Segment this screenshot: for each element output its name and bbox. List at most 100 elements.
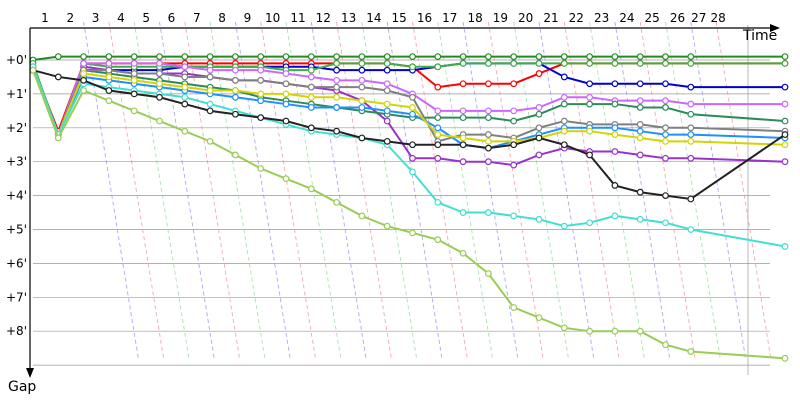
series-point [586, 100, 593, 108]
series-point [687, 348, 695, 355]
series-point [383, 117, 391, 125]
series-point [586, 59, 593, 67]
series-point [781, 117, 789, 125]
x-tick-label: 14 [366, 11, 381, 25]
series-point [358, 59, 366, 67]
series-point [282, 70, 290, 77]
series-point [307, 83, 315, 91]
y-tick-label: +8' [6, 324, 27, 338]
series-point [459, 107, 467, 115]
series-point [282, 80, 290, 88]
series-point [206, 100, 214, 108]
series-point [257, 165, 265, 172]
pit-line [336, 21, 393, 361]
series-point [459, 158, 467, 166]
series-point [282, 100, 290, 108]
series-group [29, 53, 789, 64]
series-line [32, 69, 786, 201]
series-point [231, 93, 239, 101]
y-tick-label: +7' [6, 290, 27, 304]
series-point [383, 59, 391, 67]
series-point [409, 110, 416, 118]
series-point [333, 104, 341, 111]
x-tick-label: 25 [645, 11, 660, 25]
series-point [485, 114, 492, 122]
series-point [231, 66, 239, 74]
pit-line [589, 21, 646, 361]
series-point [781, 131, 789, 138]
pit-line [665, 21, 721, 361]
y-tick-label: +1' [6, 87, 27, 101]
series-point [485, 59, 492, 67]
series-point [662, 154, 669, 162]
series-point [156, 80, 163, 88]
series-point [231, 87, 239, 94]
x-tick-label: 6 [168, 11, 176, 25]
series-point [611, 148, 619, 155]
series-point [156, 117, 163, 125]
series-point [333, 66, 341, 74]
series-point [662, 59, 669, 67]
series-point [181, 93, 189, 101]
series-point [510, 212, 518, 220]
series-point [485, 270, 492, 277]
series-layer [29, 53, 789, 362]
series-point [560, 127, 568, 135]
series-point [636, 59, 644, 67]
series-group [29, 59, 789, 138]
series-point [130, 70, 138, 77]
series-point [535, 59, 543, 67]
series-point [687, 124, 695, 132]
series-point [434, 107, 442, 115]
x-tick-label: 18 [467, 11, 482, 25]
series-point [485, 137, 492, 145]
label-layer: 1 2 3 4 5 6 7 8 9 10 11 12 13 14 15 16 17 18 19 20 21 22 23 24 2… [6, 11, 726, 338]
series-point [383, 222, 391, 230]
series-line [32, 66, 786, 248]
series-point [611, 131, 619, 138]
series-point [611, 100, 619, 108]
x-tick-label: 22 [569, 11, 584, 25]
series-point [434, 83, 442, 91]
series-point [586, 327, 593, 335]
x-tick-label: 3 [92, 11, 100, 25]
series-point [510, 304, 518, 311]
series-point [434, 124, 442, 132]
series-point [105, 97, 113, 105]
x-tick-label: 13 [341, 11, 356, 25]
pit-line [260, 21, 317, 361]
x-tick-label: 27 [691, 11, 706, 25]
series-point [459, 141, 467, 149]
series-point [485, 107, 492, 115]
series-point [560, 93, 568, 101]
x-tick-label: 26 [670, 11, 685, 25]
pit-line [639, 21, 696, 361]
x-axis-arrow [770, 24, 780, 32]
x-tick-label: 8 [218, 11, 226, 25]
series-point [535, 104, 543, 111]
series-point [206, 66, 214, 74]
series-point [257, 66, 265, 74]
series-point [206, 137, 214, 145]
series-point [181, 63, 189, 71]
series-point [383, 107, 391, 115]
series-point [181, 83, 189, 91]
pit-line [462, 21, 519, 361]
x-axis-title: Time [742, 28, 777, 44]
series-group [29, 59, 789, 138]
series-point [560, 141, 568, 149]
series-point [781, 53, 789, 61]
pit-line [487, 21, 544, 361]
series-point [560, 222, 568, 230]
series-point [611, 53, 619, 61]
series-point [434, 63, 442, 71]
series-point [29, 66, 37, 74]
x-tick-label: 21 [543, 11, 558, 25]
pit-line [159, 21, 215, 361]
x-tick-label: 1 [41, 11, 49, 25]
series-point [358, 134, 366, 142]
series-point [105, 53, 113, 61]
series-point [459, 59, 467, 67]
x-tick-label: 12 [316, 11, 331, 25]
series-point [282, 90, 290, 98]
